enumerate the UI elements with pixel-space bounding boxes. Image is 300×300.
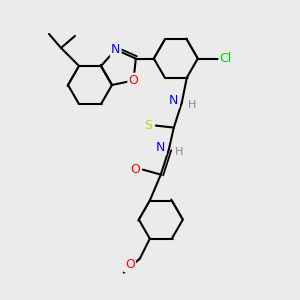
Text: O: O xyxy=(125,258,135,271)
Text: O: O xyxy=(130,163,140,176)
Text: O: O xyxy=(129,74,139,87)
Text: S: S xyxy=(144,119,152,132)
Text: N: N xyxy=(156,141,166,154)
Text: H: H xyxy=(175,147,183,157)
Text: N: N xyxy=(169,94,178,107)
Text: H: H xyxy=(188,100,196,110)
Text: Cl: Cl xyxy=(220,52,232,65)
Text: N: N xyxy=(111,43,120,56)
